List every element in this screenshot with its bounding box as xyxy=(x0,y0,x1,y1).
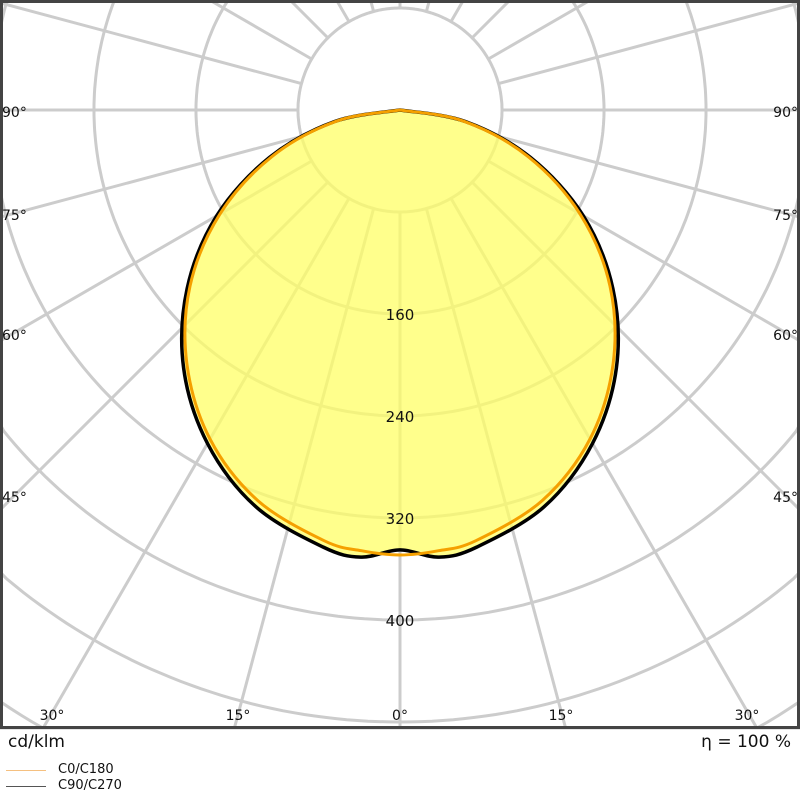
legend-label: C90/C270 xyxy=(58,778,122,793)
angle-label-right: 60° xyxy=(773,328,798,344)
legend-label: C0/C180 xyxy=(58,762,114,777)
angle-gridline xyxy=(0,134,302,219)
angle-label-right: 45° xyxy=(773,490,798,506)
angle-label-bottom: 15° xyxy=(226,708,251,724)
angle-label-bottom: 0° xyxy=(392,708,408,724)
angle-gridline xyxy=(208,0,313,61)
angle-gridline xyxy=(498,1,800,86)
legend: C0/C180 C90/C270 xyxy=(6,762,122,794)
angle-label-left: 75° xyxy=(2,208,27,224)
angle-label-left: 45° xyxy=(2,490,27,506)
angle-gridline xyxy=(0,1,302,86)
angle-label-bottom: 30° xyxy=(40,708,65,724)
legend-item-c90: C90/C270 xyxy=(6,778,122,794)
radial-tick-label: 320 xyxy=(386,510,415,528)
angle-gridline xyxy=(449,0,465,23)
angle-gridline xyxy=(471,0,512,39)
angle-label-left: 60° xyxy=(2,328,27,344)
angle-gridline xyxy=(288,0,329,39)
curve-c0-c180 xyxy=(183,108,617,557)
angle-gridline xyxy=(335,0,351,23)
radius-gridline xyxy=(0,0,800,520)
radial-tick-label: 240 xyxy=(386,408,415,426)
plot-frame xyxy=(0,0,800,729)
efficiency-label: η = 100 % xyxy=(701,732,791,752)
radial-tick-label: 400 xyxy=(386,612,415,630)
angle-label-left: 90° xyxy=(2,105,27,121)
angle-gridline xyxy=(487,0,592,61)
angle-label-bottom: 15° xyxy=(549,708,574,724)
angle-gridline xyxy=(498,134,800,219)
legend-item-c0: C0/C180 xyxy=(6,762,122,778)
curve-c90-c270 xyxy=(180,108,620,559)
distribution-fill xyxy=(181,110,619,558)
unit-label: cd/klm xyxy=(8,732,65,752)
legend-swatch xyxy=(6,769,46,771)
radius-gridline xyxy=(0,0,800,622)
polar-chart: 160 240 320 400 90° 90° 75° 75° 60° 60° 45° 45° 30° 1… xyxy=(0,0,800,730)
angle-label-right: 75° xyxy=(773,208,798,224)
radial-tick-label: 160 xyxy=(386,306,415,324)
legend-swatch xyxy=(6,785,46,787)
angle-label-bottom: 30° xyxy=(735,708,760,724)
angle-label-right: 90° xyxy=(773,105,798,121)
